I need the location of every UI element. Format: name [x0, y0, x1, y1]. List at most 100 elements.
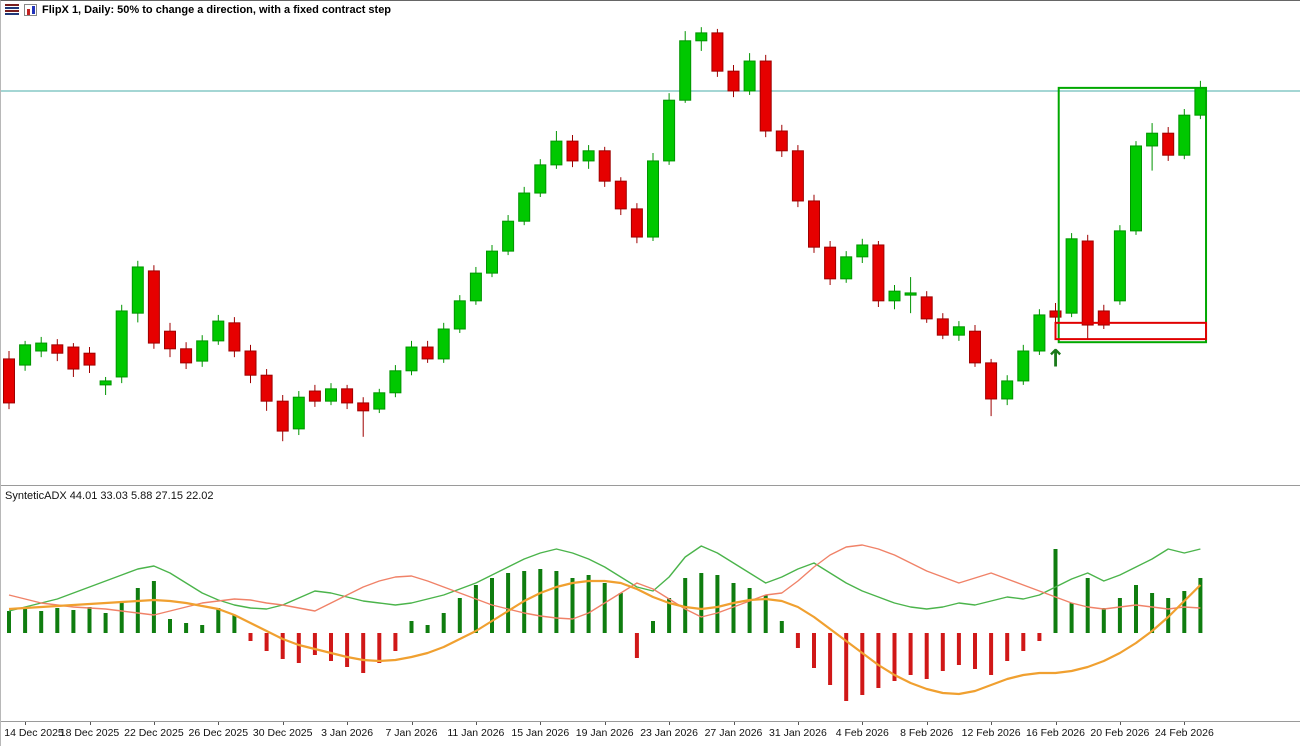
time-axis-label: 14 Dec 2025	[4, 727, 64, 739]
candle[interactable]	[486, 244, 498, 278]
candle[interactable]	[308, 384, 321, 407]
candle[interactable]	[341, 384, 354, 410]
candle[interactable]	[405, 340, 418, 376]
candle[interactable]	[83, 347, 96, 373]
candle[interactable]	[1130, 141, 1142, 235]
candle[interactable]	[276, 395, 289, 442]
candle[interactable]	[212, 314, 225, 345]
candle[interactable]	[147, 265, 160, 349]
time-axis-label: 23 Jan 2026	[640, 727, 698, 739]
candle[interactable]	[164, 322, 176, 358]
candle[interactable]	[228, 317, 241, 358]
time-axis-label: 31 Jan 2026	[768, 727, 827, 739]
chart-menu-icon[interactable]	[5, 4, 19, 16]
candle[interactable]	[35, 336, 48, 358]
time-axis-label: 11 Jan 2026	[447, 727, 505, 739]
candle[interactable]	[453, 295, 466, 333]
candle[interactable]	[647, 153, 659, 241]
candle[interactable]	[373, 388, 386, 414]
candle[interactable]	[502, 215, 515, 256]
candles-series[interactable]	[3, 27, 1207, 442]
candle[interactable]	[920, 291, 933, 323]
candle[interactable]	[260, 369, 273, 411]
candle[interactable]	[437, 322, 450, 363]
candle[interactable]	[663, 93, 676, 165]
time-axis-tick	[1055, 722, 1057, 725]
green-box-annotation[interactable]	[1057, 86, 1208, 344]
candle[interactable]	[1017, 344, 1030, 385]
candlestick-mode-icon[interactable]	[24, 4, 37, 16]
candle[interactable]	[952, 321, 965, 341]
candle[interactable]	[791, 145, 804, 208]
candle[interactable]	[872, 241, 885, 307]
candle[interactable]	[534, 159, 547, 197]
candle[interactable]	[3, 351, 15, 410]
candle[interactable]	[469, 266, 482, 305]
candle[interactable]	[904, 277, 917, 314]
candle[interactable]	[518, 186, 531, 226]
time-axis[interactable]: 14 Dec 2025 18 Dec 2025 22 Dec 2025 26 Dec …	[1, 722, 1300, 747]
time-axis-label: 3 Jan 2026	[321, 727, 374, 739]
candle[interactable]	[840, 251, 853, 283]
candle[interactable]	[566, 134, 579, 168]
candle[interactable]	[131, 260, 144, 323]
candle[interactable]	[775, 124, 788, 157]
candle[interactable]	[357, 397, 370, 437]
candle[interactable]	[936, 313, 949, 340]
candle[interactable]	[180, 342, 193, 370]
candle[interactable]	[824, 241, 837, 285]
candle[interactable]	[1178, 109, 1191, 160]
candle[interactable]	[244, 344, 257, 384]
candle[interactable]	[695, 27, 708, 51]
candle[interactable]	[292, 391, 305, 436]
candle[interactable]	[808, 194, 820, 253]
candle[interactable]	[985, 358, 998, 417]
candle[interactable]	[1097, 304, 1110, 329]
candle[interactable]	[1162, 127, 1175, 161]
candle[interactable]	[711, 28, 724, 77]
orange-signal-line	[8, 579, 1202, 696]
buy-arrow-icon[interactable]: ↑	[1045, 344, 1065, 372]
candle[interactable]	[1146, 123, 1159, 171]
candle[interactable]	[1113, 225, 1126, 305]
candle[interactable]	[196, 335, 209, 367]
candle[interactable]	[1065, 233, 1078, 318]
pane-divider[interactable]	[1, 485, 1300, 486]
candle[interactable]	[727, 65, 740, 98]
candle[interactable]	[743, 53, 756, 95]
candle[interactable]	[389, 365, 402, 398]
time-axis-label: 12 Feb 2026	[961, 727, 1021, 739]
candle[interactable]	[1001, 375, 1014, 406]
time-axis-tick	[991, 722, 993, 725]
candle[interactable]	[115, 304, 128, 384]
red-box-annotation[interactable]	[1054, 321, 1208, 341]
price-pane-canvas[interactable]: ↑	[1, 1, 1300, 485]
candle[interactable]	[19, 340, 32, 371]
candle[interactable]	[614, 177, 627, 216]
green-adx-line	[8, 545, 1201, 612]
candle[interactable]	[630, 203, 643, 244]
candle[interactable]	[51, 339, 64, 362]
time-axis-tick	[1184, 722, 1186, 725]
candle[interactable]	[1081, 234, 1094, 340]
candle[interactable]	[99, 376, 112, 395]
candle[interactable]	[1033, 309, 1046, 355]
candle[interactable]	[679, 31, 692, 103]
candle[interactable]	[759, 54, 772, 138]
candle[interactable]	[969, 325, 981, 367]
indicator-values-label: SynteticADX 44.01 33.03 5.88 27.15 22.02	[5, 490, 214, 502]
time-axis-label: 24 Feb 2026	[1154, 727, 1214, 739]
candle[interactable]	[856, 238, 869, 263]
candle[interactable]	[325, 383, 337, 406]
time-axis-tick	[926, 722, 928, 725]
candle[interactable]	[888, 285, 901, 310]
time-axis-tick	[153, 722, 155, 725]
indicator-pane-canvas[interactable]	[1, 486, 1300, 721]
candle[interactable]	[1194, 80, 1207, 120]
candle[interactable]	[550, 131, 563, 169]
candle[interactable]	[67, 343, 80, 377]
candle[interactable]	[582, 145, 595, 169]
candle[interactable]	[598, 146, 611, 187]
candle[interactable]	[421, 340, 434, 363]
